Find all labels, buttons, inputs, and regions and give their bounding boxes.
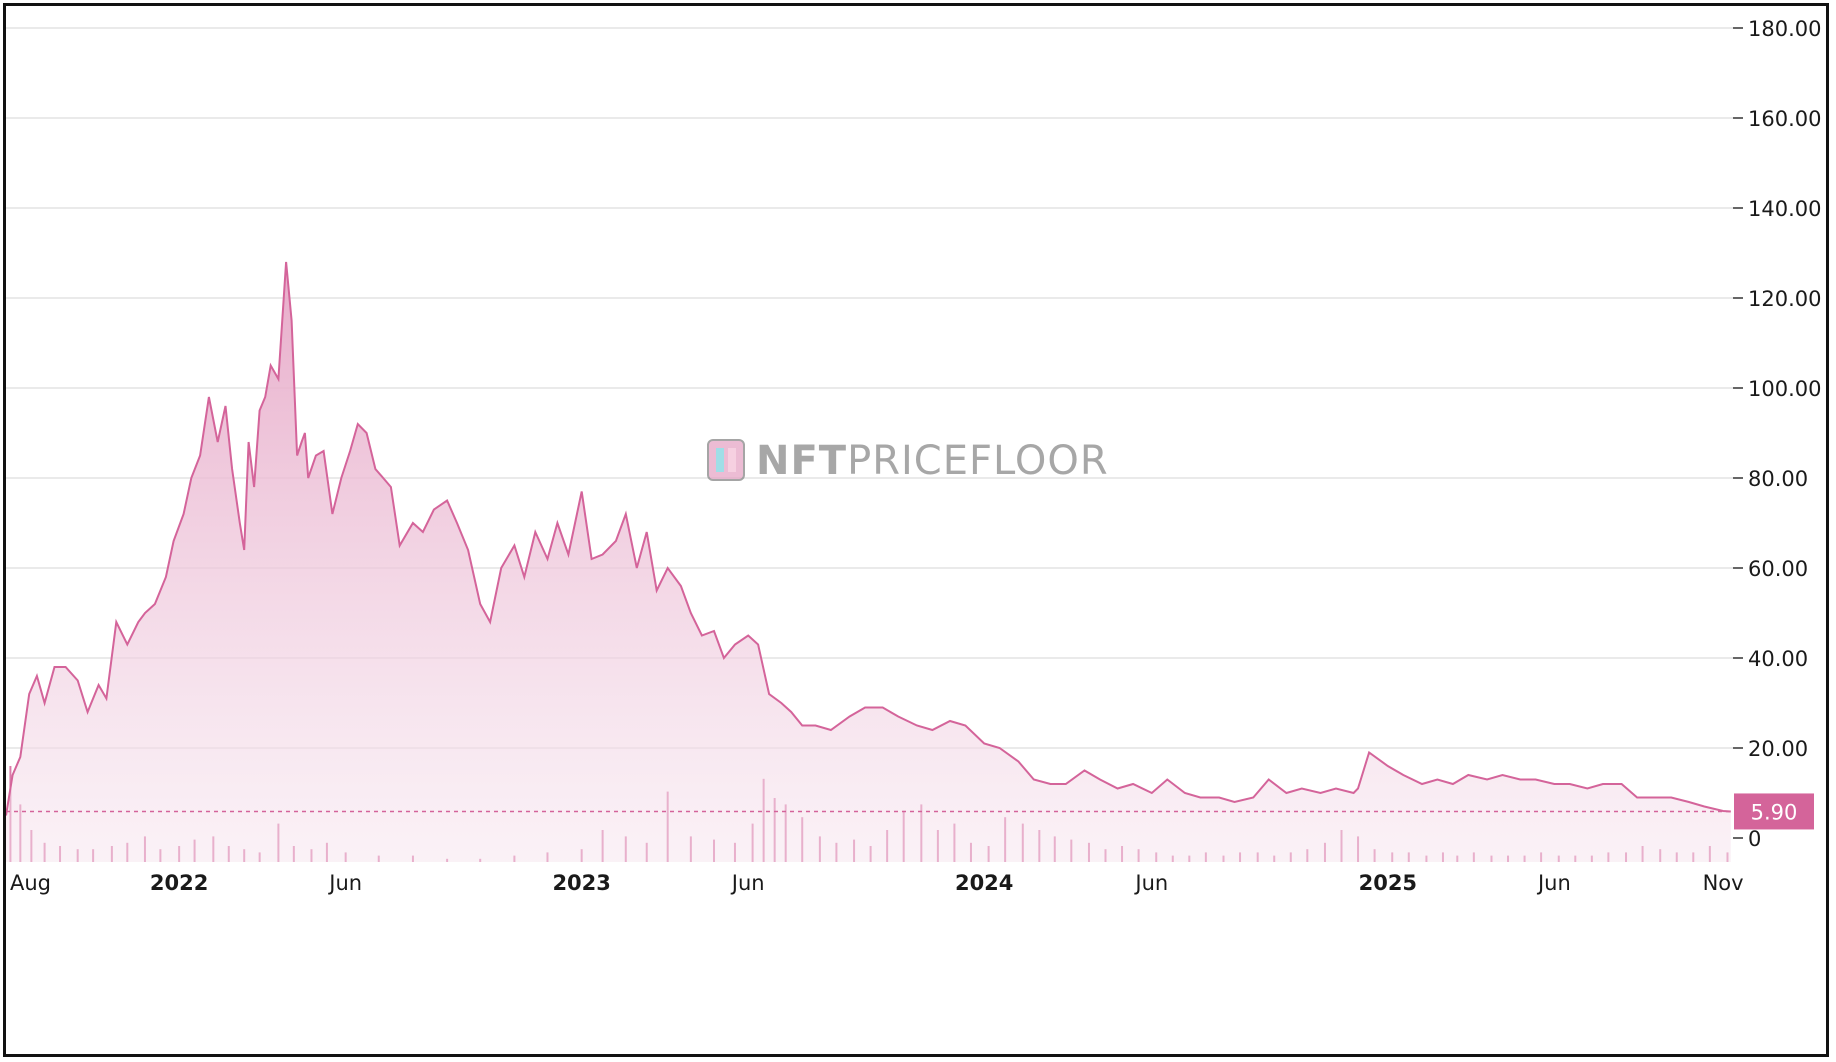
x-tick-label: Aug xyxy=(10,871,51,895)
x-tick-label: Jun xyxy=(327,871,362,895)
watermark-bold: NFT xyxy=(756,438,847,484)
y-tick-label: 60.00 xyxy=(1748,557,1808,581)
price-chart: NFTPRICEFLOOR 0 20.00 40.00 60.00 80.00 100.0… xyxy=(6,17,1821,895)
y-axis: 0 20.00 40.00 60.00 80.00 100.00 120.00 140.00 1… xyxy=(1733,17,1821,851)
y-tick-label: 40.00 xyxy=(1748,647,1808,671)
y-tick-label: 160.00 xyxy=(1748,107,1821,131)
y-tick-label: 140.00 xyxy=(1748,197,1821,221)
svg-text:NFTPRICEFLOOR: NFTPRICEFLOOR xyxy=(756,438,1109,484)
nftpricefloor-watermark: NFTPRICEFLOOR xyxy=(707,438,1109,484)
y-tick-label: 180.00 xyxy=(1748,17,1821,41)
chart-frame: NFTPRICEFLOOR 0 20.00 40.00 60.00 80.00 100.0… xyxy=(3,3,1829,1057)
last-price-badge-bg xyxy=(1734,793,1814,830)
x-tick-label: 2025 xyxy=(1359,871,1417,895)
y-tick-label: 0 xyxy=(1748,827,1761,851)
last-price-label: 5.90 xyxy=(1751,800,1798,824)
y-tick-label: 20.00 xyxy=(1748,737,1808,761)
x-tick-label: Nov xyxy=(1703,871,1744,895)
price-line xyxy=(6,261,1731,816)
watermark-light: PRICEFLOOR xyxy=(847,438,1109,484)
x-tick-label: Jun xyxy=(1133,871,1168,895)
y-tick-label: 120.00 xyxy=(1748,287,1821,311)
last-price-badge: 5.90 xyxy=(1734,793,1814,830)
y-tick-label: 80.00 xyxy=(1748,467,1808,491)
y-tick-label: 100.00 xyxy=(1748,377,1821,401)
price-area xyxy=(6,262,1731,862)
x-tick-label: 2024 xyxy=(955,871,1013,895)
x-tick-label: Jun xyxy=(730,871,765,895)
x-tick-label: 2023 xyxy=(552,871,610,895)
x-tick-label: Jun xyxy=(1536,871,1571,895)
nftpricefloor-logo-icon xyxy=(707,439,745,481)
x-axis: Aug 2022 Jun 2023 Jun 2024 Jun 2025 Jun Nov xyxy=(10,871,1744,895)
x-tick-label: 2022 xyxy=(150,871,208,895)
